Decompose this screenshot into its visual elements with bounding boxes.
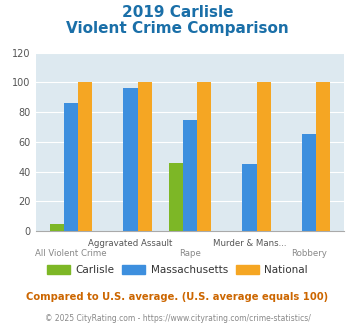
Text: All Violent Crime: All Violent Crime [35, 249, 107, 258]
Bar [50, 224, 64, 231]
Bar [138, 82, 152, 231]
Text: Violent Crime Comparison: Violent Crime Comparison [66, 21, 289, 36]
Bar [123, 88, 138, 231]
Text: Aggravated Assault: Aggravated Assault [88, 239, 173, 248]
Text: Rape: Rape [179, 249, 201, 258]
Legend: Carlisle, Massachusetts, National: Carlisle, Massachusetts, National [43, 261, 312, 280]
Text: Compared to U.S. average. (U.S. average equals 100): Compared to U.S. average. (U.S. average … [26, 292, 329, 302]
Text: Murder & Mans...: Murder & Mans... [213, 239, 286, 248]
Bar [169, 163, 183, 231]
Text: Robbery: Robbery [291, 249, 327, 258]
Text: © 2025 CityRating.com - https://www.cityrating.com/crime-statistics/: © 2025 CityRating.com - https://www.city… [45, 314, 310, 323]
Bar [78, 82, 92, 231]
Bar [242, 164, 257, 231]
Bar [64, 103, 78, 231]
Bar [183, 119, 197, 231]
Bar [302, 134, 316, 231]
Bar [197, 82, 211, 231]
Bar [257, 82, 271, 231]
Text: 2019 Carlisle: 2019 Carlisle [122, 5, 233, 20]
Bar [316, 82, 330, 231]
